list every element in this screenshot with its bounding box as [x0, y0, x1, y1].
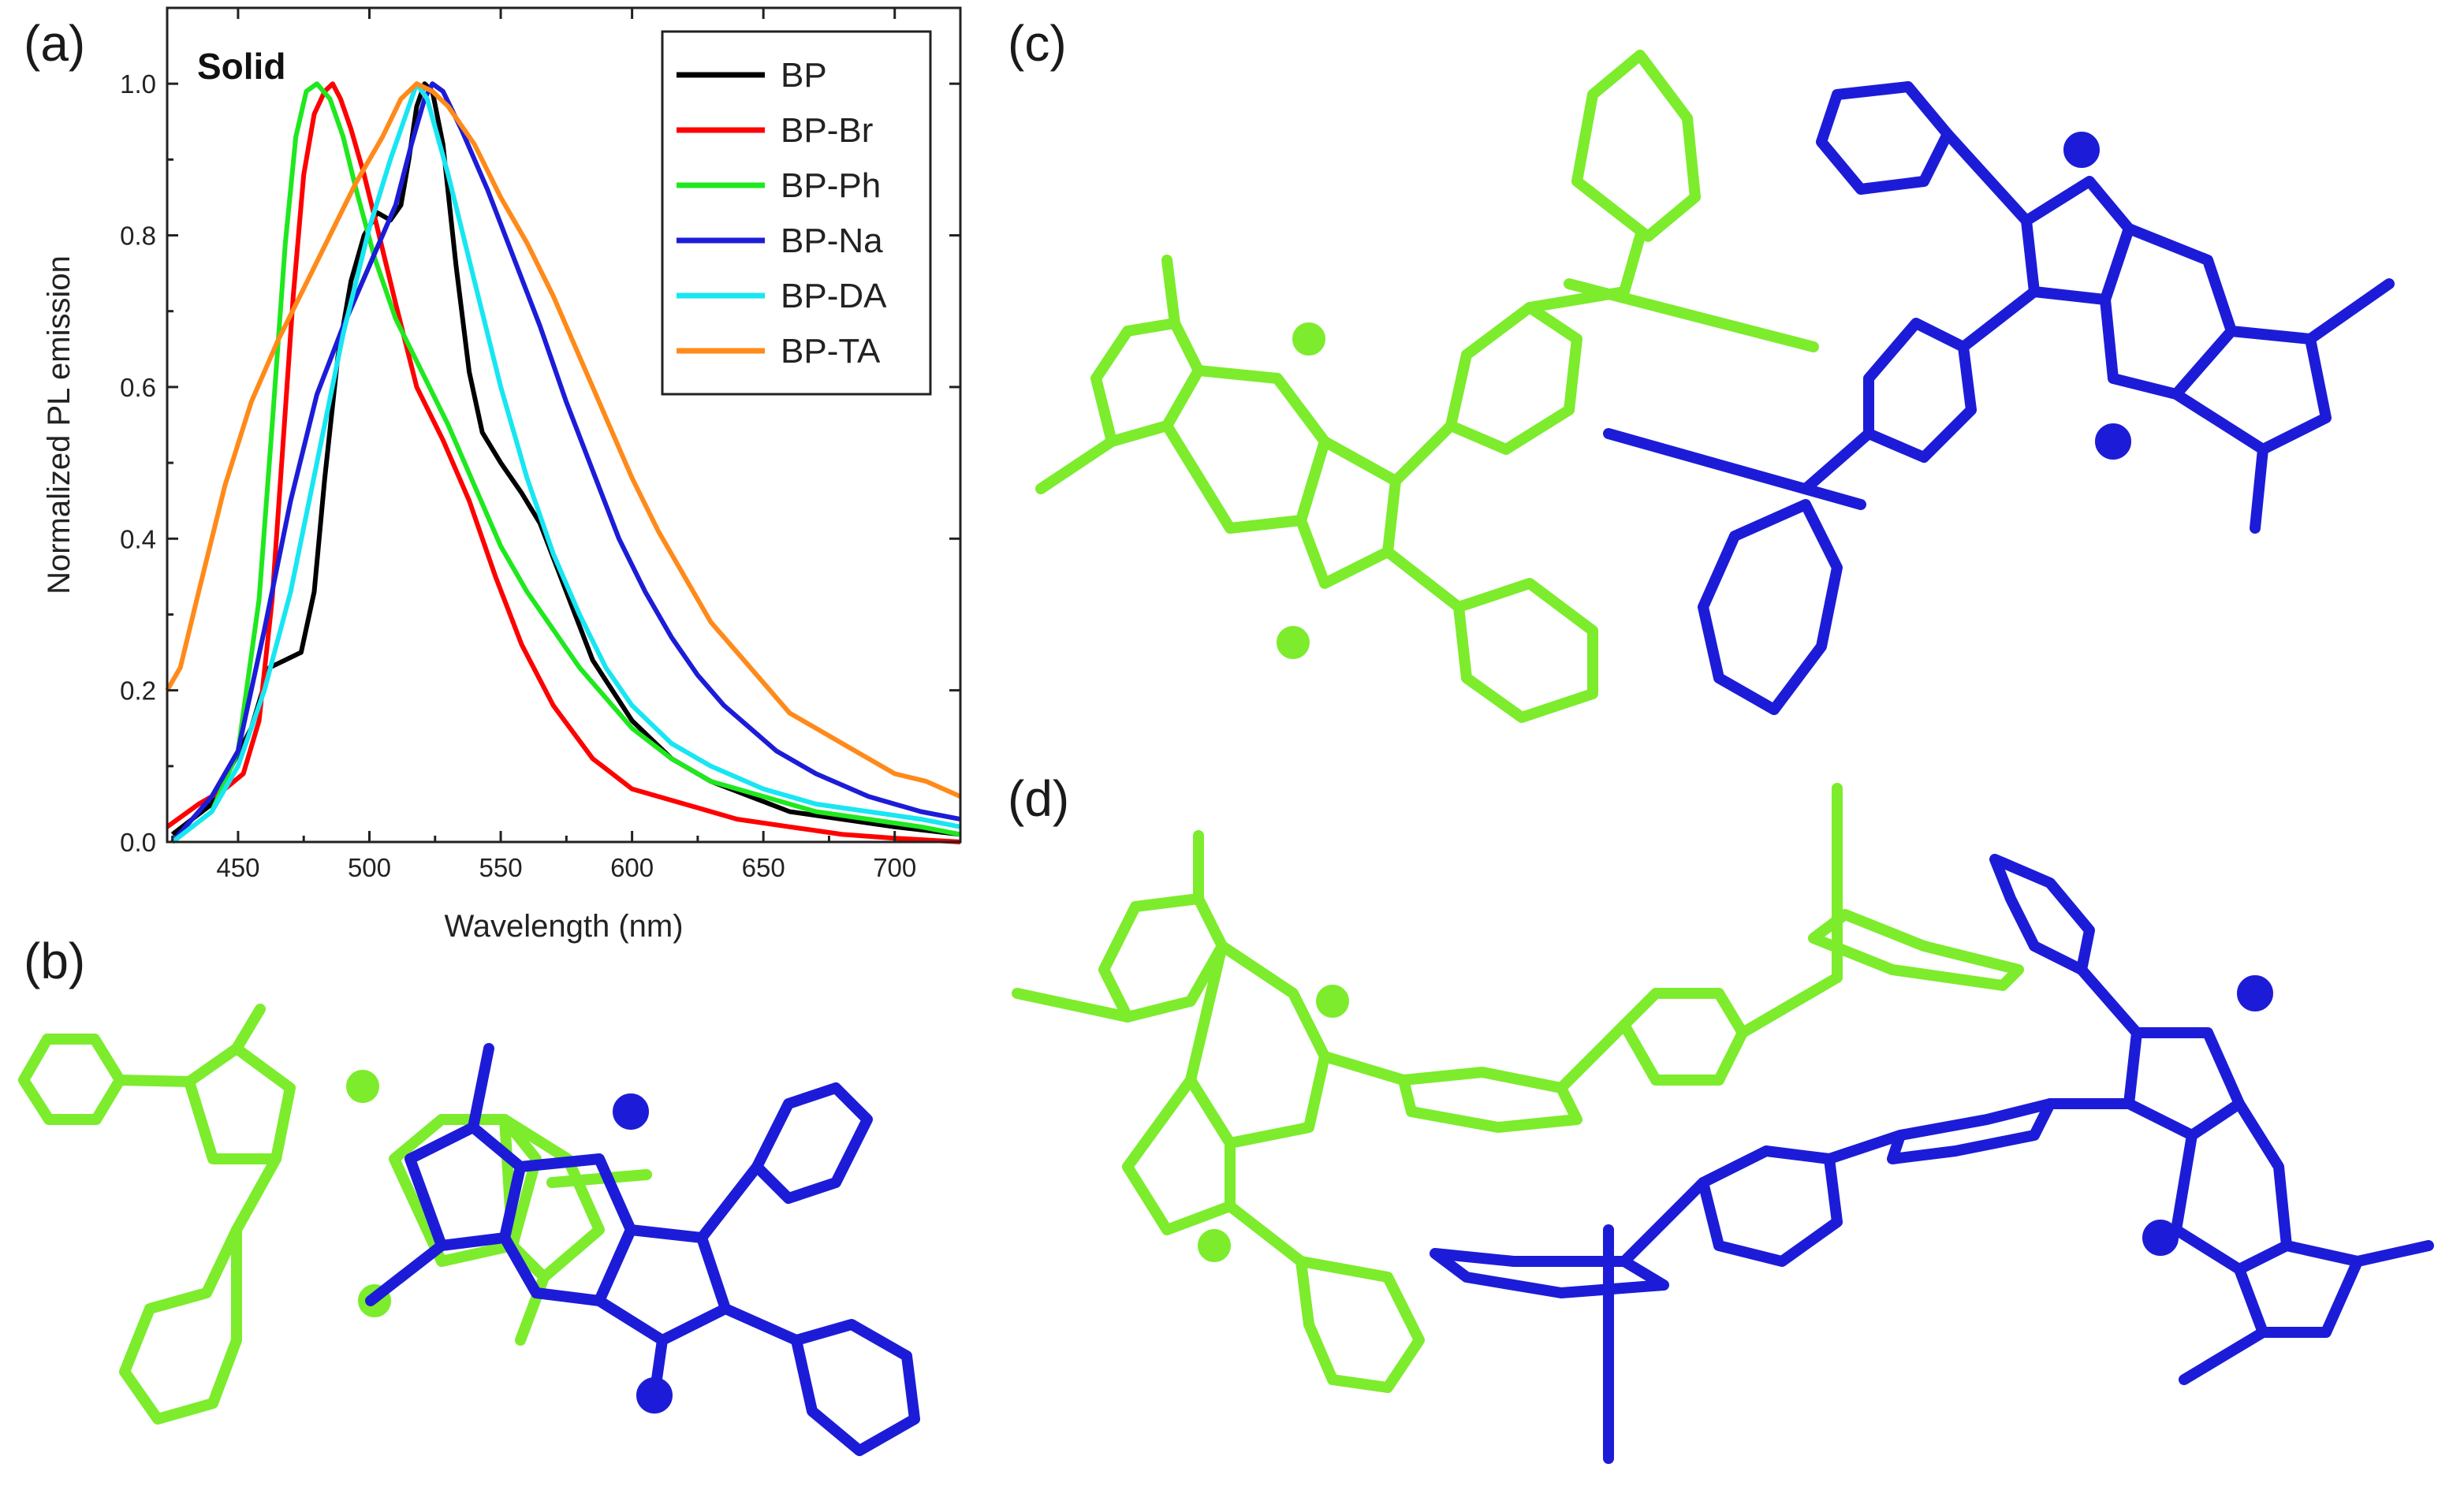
panel-d-blue-molecule — [1430, 854, 2434, 1464]
x-tick-label: 650 — [742, 853, 785, 882]
legend-box — [661, 30, 932, 396]
solid-annotation: Solid — [197, 46, 285, 87]
y-tick-label: 0.4 — [120, 524, 156, 553]
series-line-bp-ph — [170, 81, 961, 844]
panel-c-green-molecule — [1035, 50, 1819, 723]
y-tick-label: 0.0 — [120, 828, 156, 857]
x-tick-label: 600 — [610, 853, 654, 882]
legend-label: BP-TA — [781, 332, 881, 371]
series-line-bp-na — [170, 81, 961, 844]
x-tick-label: 450 — [216, 853, 259, 882]
y-tick-label: 0.8 — [120, 222, 156, 251]
legend-label: BP-Ph — [781, 166, 881, 205]
x-tick-label: 500 — [348, 853, 391, 882]
panel-label-c: (c) — [1008, 15, 1067, 72]
panel-label-a: (a) — [24, 15, 86, 72]
legend-label: BP-DA — [781, 277, 887, 315]
legend-label: BP-Br — [781, 111, 873, 150]
legend-label: BP-Na — [781, 222, 883, 260]
plot-frame — [166, 6, 962, 844]
panel-label-d: (d) — [1008, 770, 1070, 827]
y-tick-label: 0.2 — [120, 676, 156, 706]
x-axis-title: Wavelength (nm) — [444, 909, 683, 944]
y-tick-label: 0.6 — [120, 373, 156, 402]
x-tick-label: 550 — [479, 853, 523, 882]
series-line-bp-ta — [165, 81, 962, 799]
y-axis-title: Normalized PL emission — [42, 255, 76, 594]
legend-label: BP — [781, 56, 827, 95]
axis-ticks: 450 500 550 600 650 700 0.0 0.2 0.4 0.6 0.8 1.0 — [120, 6, 962, 882]
legend: BP BP-Br BP-Ph BP-Na BP-DA BP-TA — [661, 30, 932, 396]
panel-b-blue-molecule — [365, 1043, 920, 1456]
panel-c-blue-molecule — [1603, 81, 2395, 715]
panel-b-green-molecule — [18, 1004, 652, 1425]
panel-label-b: (b) — [24, 933, 86, 989]
series-line-bp-da — [170, 81, 961, 844]
series-lines — [165, 81, 962, 844]
y-tick-label: 1.0 — [120, 69, 156, 99]
x-tick-label: 700 — [873, 853, 916, 882]
panel-d-green-molecule — [1012, 783, 2024, 1393]
